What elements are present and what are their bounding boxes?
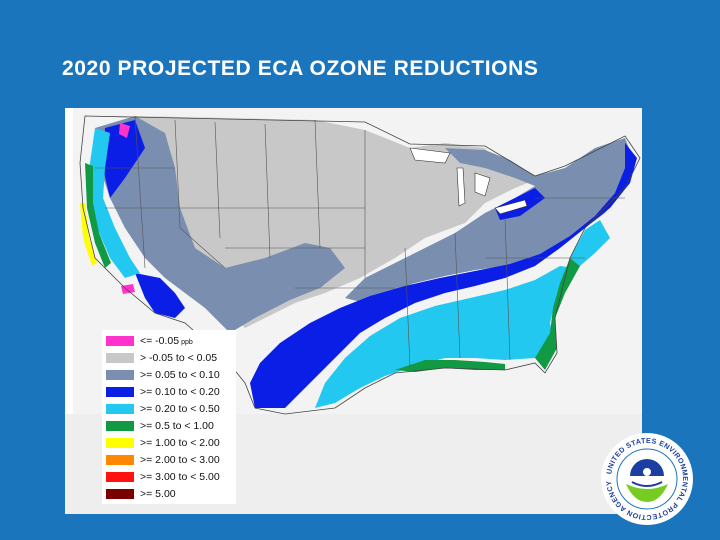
legend-item: >= 0.05 to < 0.10 — [106, 366, 236, 383]
region-blue-coastal-west — [103, 120, 145, 198]
region-pink-los-angeles — [121, 284, 135, 294]
region-blue-southeast-band — [250, 143, 637, 408]
legend-item: >= 5.00 — [106, 486, 236, 503]
legend-swatch — [106, 369, 134, 380]
legend-label: <= -0.05 — [140, 334, 180, 347]
legend-swatch — [106, 455, 134, 466]
legend-item: >= 3.00 to < 5.00 — [106, 469, 236, 486]
seal-emblem-top — [630, 459, 664, 476]
legend-swatch — [106, 438, 134, 449]
legend-swatch — [106, 421, 134, 432]
legend-label: >= 3.00 to < 5.00 — [140, 471, 220, 484]
legend-swatch — [106, 386, 134, 397]
lake-erie — [494, 199, 528, 215]
map-legend: <= -0.05 ppb > -0.05 to < 0.05 >= 0.05 to… — [102, 330, 236, 504]
region-green-west-coast — [85, 163, 111, 268]
us-outline — [79, 115, 641, 415]
legend-item: >= 2.00 to < 3.00 — [106, 452, 236, 469]
legend-item: >= 0.20 to < 0.50 — [106, 400, 236, 417]
legend-swatch — [106, 352, 134, 363]
legend-item: >= 0.5 to < 1.00 — [106, 417, 236, 434]
legend-label: >= 2.00 to < 3.00 — [140, 454, 220, 467]
legend-label: >= 0.20 to < 0.50 — [140, 402, 220, 415]
legend-label: >= 5.00 — [140, 488, 176, 501]
us-map-svg — [65, 108, 642, 514]
seal-emblem-sun — [643, 468, 651, 476]
legend-label: >= 1.00 to < 2.00 — [140, 437, 220, 450]
legend-item: > -0.05 to < 0.05 — [106, 349, 236, 366]
region-green-southeast-coast — [535, 258, 580, 370]
legend-unit: ppb — [181, 338, 193, 346]
epa-seal: UNITED STATES ENVIRONMENTAL PROTECTION A… — [600, 432, 694, 526]
legend-item: <= -0.05 ppb — [106, 332, 236, 349]
lake-huron — [474, 172, 491, 197]
legend-label: >= 0.5 to < 1.00 — [140, 420, 214, 433]
region-pink-seattle — [119, 123, 130, 138]
great-lakes — [409, 147, 528, 215]
epa-seal-icon: UNITED STATES ENVIRONMENTAL PROTECTION A… — [601, 433, 693, 525]
legend-label: >= 0.10 to < 0.20 — [140, 385, 220, 398]
region-slate-northeast — [345, 138, 635, 303]
legend-swatch — [106, 472, 134, 483]
seal-emblem-water — [631, 481, 663, 487]
region-cyan-west-coast — [90, 128, 140, 278]
ozone-reduction-map — [65, 108, 642, 514]
lake-michigan — [456, 167, 466, 207]
legend-label: >= 0.05 to < 0.10 — [140, 368, 220, 381]
legend-swatch — [106, 335, 134, 346]
legend-item: >= 1.00 to < 2.00 — [106, 435, 236, 452]
slide-title: 2020 PROJECTED ECA OZONE REDUCTIONS — [62, 57, 539, 80]
region-cyan-atlantic — [570, 220, 610, 266]
legend-label: > -0.05 to < 0.05 — [140, 351, 218, 364]
state-boundaries — [95, 115, 625, 369]
seal-emblem-leaves — [626, 484, 668, 502]
region-blue-southern-california — [135, 273, 185, 318]
legend-swatch — [106, 403, 134, 414]
legend-swatch — [106, 489, 134, 500]
region-cyan-gulf — [315, 266, 575, 408]
legend-item: >= 0.10 to < 0.20 — [106, 383, 236, 400]
region-slate-west — [95, 116, 345, 333]
lake-superior — [409, 147, 451, 164]
